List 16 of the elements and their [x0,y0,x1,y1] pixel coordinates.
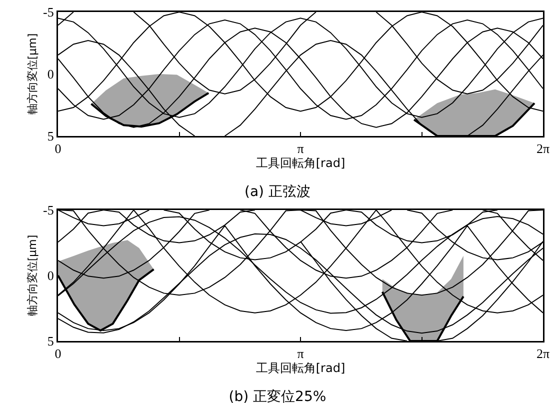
x-tick-label: π [297,346,304,362]
text: (b) 正変位25% [228,388,326,403]
x-tick-label: π [297,141,304,156]
y-axis-title: 軸方向変位[μm] [26,33,39,115]
x-axis-title: 工具回転角[rad] [256,361,346,376]
x-tick-label: 2π [536,141,550,156]
y-tick-label: -5 [43,202,54,218]
y-tick-label: 5 [47,334,54,349]
y-axis-title: 軸方向変位[μm] [26,234,39,316]
y-tick-label: 0 [47,66,54,82]
y-tick-label: -5 [43,4,54,20]
x-axis-title: 工具回転角[rad] [256,156,346,170]
text: (a) 正弦波 [244,184,310,200]
y-tick-label: 0 [47,268,54,284]
x-tick-label: 2π [536,346,550,362]
y-tick-label: 5 [47,128,54,144]
